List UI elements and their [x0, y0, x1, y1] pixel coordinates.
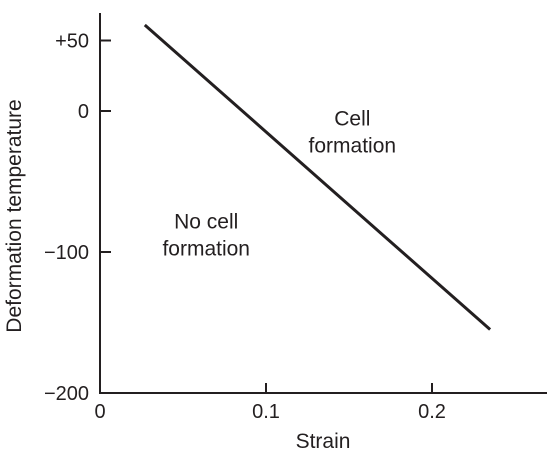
ticks: 0 0.1 0.2 +50 0 −100 −200 — [44, 31, 446, 424]
annotation-line: Cell — [334, 107, 370, 130]
y-tick-label: −100 — [44, 242, 89, 264]
x-tick-label: 0.2 — [418, 401, 446, 423]
y-tick-label: 0 — [78, 101, 89, 123]
y-tick-label: +50 — [55, 31, 89, 53]
annotations: Cell formation No cell formation — [162, 107, 396, 260]
annotation: Cell formation — [309, 107, 397, 157]
axes — [99, 13, 547, 394]
x-tick-label: 0 — [94, 401, 105, 423]
x-tick-label: 0.1 — [252, 401, 280, 423]
annotation-line: formation — [162, 237, 250, 260]
y-tick-label: −200 — [44, 383, 89, 405]
series-line — [143, 23, 492, 331]
x-axis-label: Strain — [296, 430, 351, 453]
series — [143, 23, 492, 331]
annotation-line: No cell — [174, 210, 238, 233]
annotation-line: formation — [309, 134, 397, 157]
annotation: No cell formation — [162, 210, 250, 260]
y-axis-label: Deformation temperature — [3, 99, 26, 332]
